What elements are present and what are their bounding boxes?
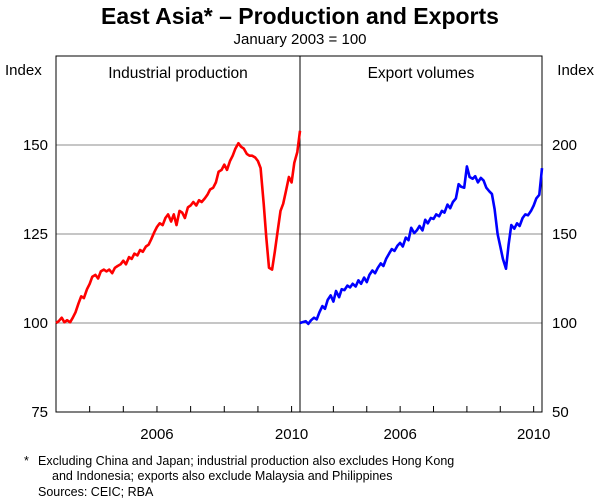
x-tick-label: 2006: [383, 426, 416, 443]
chart-title: East Asia* – Production and Exports: [101, 3, 499, 29]
panel-title-industrial-production: Industrial production: [108, 65, 248, 82]
x-tick-label: 2006: [140, 426, 173, 443]
left-tick-label: 100: [23, 315, 48, 332]
note-line-1: * Excluding China and Japan; industrial p…: [24, 454, 598, 469]
x-tick-label: 2010: [275, 426, 308, 443]
note-line-2: and Indonesia; exports also exclude Mala…: [52, 469, 393, 483]
plot-border: [55, 55, 543, 413]
x-tick-label: 2010: [517, 426, 550, 443]
right-axis-label: Index: [557, 62, 594, 79]
series-line-industrial-production: [55, 130, 302, 325]
right-tick-labels: 50 100 150 200: [552, 137, 577, 421]
x-tick-labels: 2006 2010 2006 2010: [140, 426, 550, 443]
chart-subtitle: January 2003 = 100: [233, 31, 366, 48]
left-axis-label: Index: [5, 62, 42, 79]
right-tick-label: 50: [552, 404, 569, 421]
note-text-1: Excluding China and Japan; industrial pr…: [38, 454, 455, 468]
plot-frame: [55, 55, 543, 413]
left-tick-label: 150: [23, 137, 48, 154]
left-tick-labels: 75 100 125 150: [23, 137, 48, 421]
chart-notes: * Excluding China and Japan; industrial p…: [24, 454, 598, 484]
right-tick-label: 200: [552, 137, 577, 154]
series-line-export-volumes: [299, 165, 544, 326]
note-asterisk: *: [24, 454, 29, 468]
panel-title-export-volumes: Export volumes: [368, 65, 475, 82]
chart-sources: Sources: CEIC; RBA: [38, 485, 154, 499]
left-tick-label: 75: [31, 404, 48, 421]
right-tick-label: 100: [552, 315, 577, 332]
left-tick-label: 125: [23, 226, 48, 243]
right-tick-label: 150: [552, 226, 577, 243]
